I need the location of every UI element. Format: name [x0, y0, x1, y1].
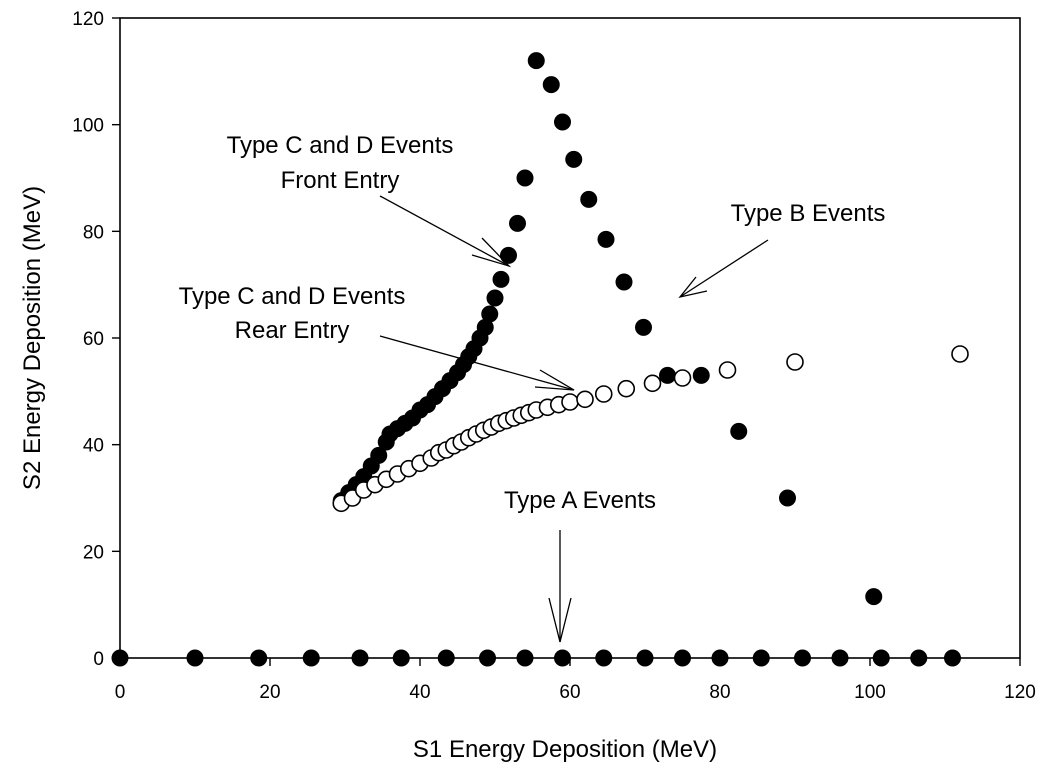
filled-data-point	[580, 190, 598, 208]
annotation-front-entry-arrowhead	[471, 237, 512, 268]
open-data-point	[718, 361, 737, 379]
filled-data-point	[370, 446, 388, 464]
filled-data-point	[565, 150, 583, 168]
open-data-point	[643, 374, 662, 393]
plot-frame	[119, 17, 1021, 659]
axis-ticks: 0 20 40 60 80 100 120 0 20 40 60 80 100 120	[72, 9, 1036, 703]
annotation-rear-entry-line1: Type C and D Events	[179, 283, 406, 310]
filled-data-point	[865, 588, 883, 606]
annotation-rear-entry-arrowhead	[534, 369, 575, 391]
filled-data-point	[615, 273, 633, 291]
y-tick-label: 100	[72, 116, 104, 137]
annotation-type-b-arrowhead	[678, 276, 708, 299]
filled-data-point	[509, 214, 526, 232]
filled-data-point	[486, 289, 504, 307]
open-data-point	[576, 390, 594, 409]
filled-data-point	[527, 52, 545, 70]
open-data-point	[786, 353, 804, 371]
x-tick-label: 40	[409, 682, 430, 703]
annotation-front-entry: Type C and D Events Front Entry	[227, 132, 512, 268]
y-tick-label: 60	[83, 329, 104, 350]
annotation-rear-entry-line2: Rear Entry	[235, 317, 350, 344]
y-axis-title: S2 Energy Deposition (MeV)	[19, 186, 46, 490]
annotation-type-b: Type B Events	[678, 200, 886, 299]
annotation-rear-entry: Type C and D Events Rear Entry	[179, 283, 575, 391]
annotation-type-a-text: Type A Events	[504, 487, 656, 514]
y-tick-label: 40	[83, 436, 104, 457]
filled-data-point	[554, 113, 571, 131]
filled-data-point	[597, 230, 615, 248]
filled-data-point	[492, 270, 510, 288]
annotation-type-b-text: Type B Events	[731, 200, 886, 227]
filled-data-point	[659, 366, 676, 384]
open-data-point	[617, 379, 636, 398]
open-data-point	[561, 393, 579, 411]
x-tick-label: 80	[709, 682, 730, 703]
y-tick-label: 0	[93, 649, 104, 670]
filled-data-point	[481, 305, 499, 323]
x-tick-label: 60	[559, 682, 580, 703]
annotation-rear-entry-arrow	[379, 335, 575, 391]
annotation-front-entry-line2: Front Entry	[281, 167, 400, 194]
y-tick-label: 80	[83, 222, 104, 243]
open-data-point	[951, 345, 969, 363]
x-axis-title: S1 Energy Deposition (MeV)	[413, 736, 717, 763]
annotation-type-a-arrowhead	[548, 597, 572, 643]
x-tick-label: 100	[854, 682, 886, 703]
annotation-front-entry-line1: Type C and D Events	[227, 132, 454, 159]
open-data-point	[594, 385, 613, 403]
annotation-front-entry-arrow	[379, 195, 510, 267]
y-tick-label: 120	[72, 9, 104, 30]
filled-data-point	[730, 422, 748, 440]
filled-data-point	[516, 169, 534, 187]
x-tick-label: 0	[115, 682, 126, 703]
filled-data-point	[500, 246, 517, 264]
annotation-type-a: Type A Events	[504, 487, 656, 643]
x-tick-label: 20	[259, 682, 280, 703]
filled-data-point	[779, 489, 796, 507]
filled-data-point	[635, 318, 652, 336]
filled-data-point	[692, 366, 710, 384]
x-tick-label: 120	[1004, 682, 1036, 703]
y-tick-label: 20	[83, 542, 104, 563]
open-data-point	[673, 369, 692, 387]
filled-data-point	[542, 76, 560, 94]
annotation-type-b-arrow	[679, 239, 769, 298]
